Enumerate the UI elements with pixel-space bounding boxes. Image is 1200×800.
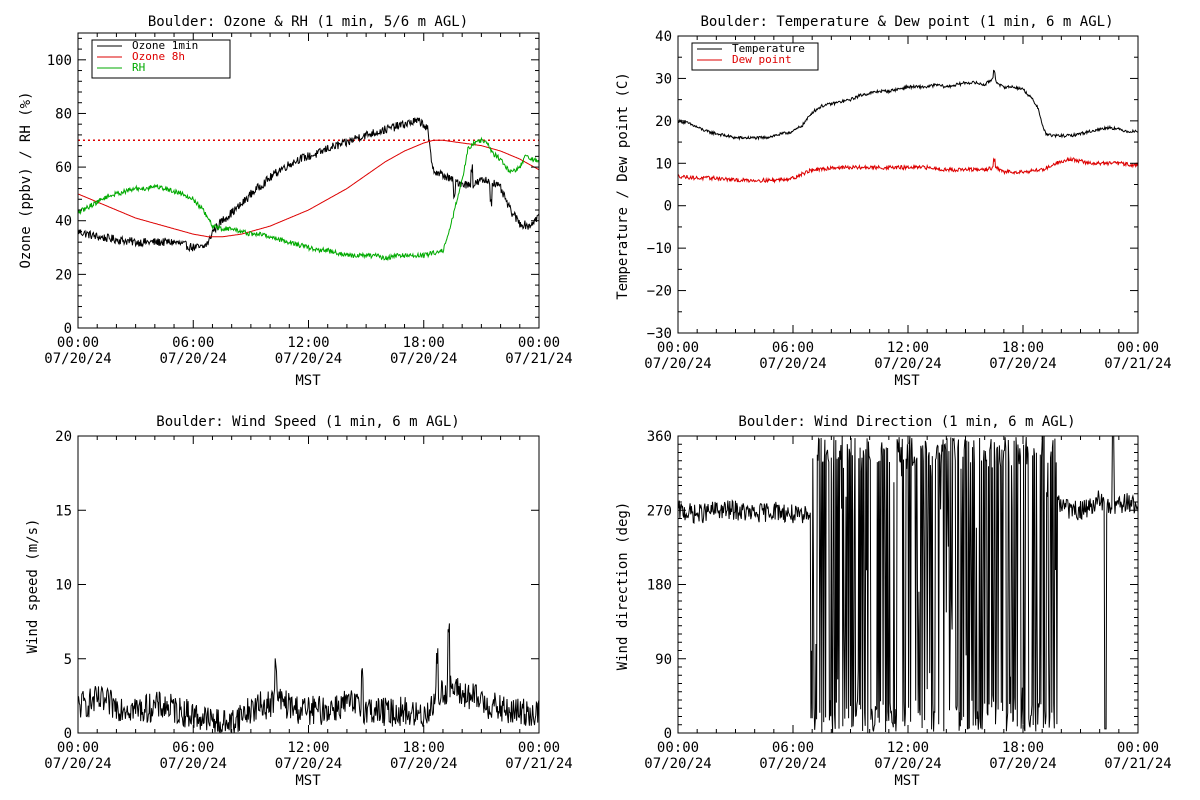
panel-wind-speed-ytick-label: 0 xyxy=(64,726,72,742)
panel-ozone-rh-series-line xyxy=(78,117,539,253)
panel-ozone-rh-ytick-label: 20 xyxy=(55,267,72,283)
panel-ozone-rh-ytick-label: 80 xyxy=(55,106,72,122)
panel-ozone-rh-xtick-label-time: 00:00 xyxy=(518,335,560,351)
panel-temperature-dewpoint-xtick-label-date: 07/20/24 xyxy=(989,356,1056,372)
panel-wind-speed: Boulder: Wind Speed (1 min, 6 m AGL) Win… xyxy=(25,414,573,789)
panel-temperature-dewpoint-ytick-label: 30 xyxy=(655,71,672,87)
panel-wind-speed-xtick-label-date: 07/20/24 xyxy=(390,756,457,772)
panel-ozone-rh-xtick-label-time: 00:00 xyxy=(57,335,99,351)
panel-ozone-rh-xtick-label-date: 07/20/24 xyxy=(160,351,227,367)
panel-wind-direction-xtick-label-date: 07/20/24 xyxy=(644,756,711,772)
panel-wind-direction-xtick-label-time: 06:00 xyxy=(772,740,814,756)
panel-ozone-rh-xtick-label-time: 18:00 xyxy=(403,335,445,351)
panel-wind-direction-ylabel: Wind direction (deg) xyxy=(615,502,631,671)
panel-ozone-rh-ytick-label: 100 xyxy=(47,53,72,69)
panel-wind-direction-xlabel: MST xyxy=(894,773,920,789)
panel-ozone-rh-xtick-label-date: 07/20/24 xyxy=(275,351,342,367)
panel-wind-direction-xtick-label-date: 07/20/24 xyxy=(989,756,1056,772)
panel-wind-speed-xtick-label-time: 06:00 xyxy=(172,740,214,756)
panel-temperature-dewpoint-legend-label: Temperature xyxy=(732,42,805,55)
panel-temperature-dewpoint-ytick-label: −10 xyxy=(647,241,672,257)
panel-ozone-rh-series-line xyxy=(78,136,539,262)
panel-ozone-rh-xtick-label-date: 07/20/24 xyxy=(44,351,111,367)
panel-temperature-dewpoint-xtick-label-date: 07/20/24 xyxy=(644,356,711,372)
panel-wind-speed-xtick-label-time: 12:00 xyxy=(287,740,329,756)
panel-wind-direction-xtick-label-date: 07/21/24 xyxy=(1104,756,1171,772)
panel-wind-direction-xtick-label-time: 00:00 xyxy=(657,740,699,756)
panel-wind-speed-ytick-label: 5 xyxy=(64,652,72,668)
panel-ozone-rh-legend-label: Ozone 1min xyxy=(132,39,198,52)
panel-wind-direction-xtick-label-time: 00:00 xyxy=(1117,740,1159,756)
panel-wind-speed-series-line xyxy=(78,623,539,733)
panel-temperature-dewpoint-xtick-label-time: 00:00 xyxy=(657,340,699,356)
panel-wind-speed-xtick-label-date: 07/20/24 xyxy=(275,756,342,772)
panel-wind-direction-series-line xyxy=(678,436,1138,733)
panel-wind-speed-ytick-label: 20 xyxy=(55,429,72,445)
panel-wind-direction: Boulder: Wind Direction (1 min, 6 m AGL)… xyxy=(615,414,1172,789)
panel-temperature-dewpoint-xtick-label-time: 18:00 xyxy=(1002,340,1044,356)
panel-wind-direction-title: Boulder: Wind Direction (1 min, 6 m AGL) xyxy=(738,414,1075,430)
panel-temperature-dewpoint-ytick-label: −30 xyxy=(647,326,672,342)
panel-temperature-dewpoint-xtick-label-time: 12:00 xyxy=(887,340,929,356)
panel-temperature-dewpoint: Boulder: Temperature & Dew point (1 min,… xyxy=(615,14,1172,389)
panel-wind-speed-title: Boulder: Wind Speed (1 min, 6 m AGL) xyxy=(156,414,459,430)
panel-wind-direction-ytick-label: 270 xyxy=(647,503,672,519)
panel-temperature-dewpoint-xtick-label-date: 07/21/24 xyxy=(1104,356,1171,372)
panel-wind-direction-xtick-label-time: 18:00 xyxy=(1002,740,1044,756)
panel-wind-speed-ytick-label: 15 xyxy=(55,503,72,519)
panel-temperature-dewpoint-title: Boulder: Temperature & Dew point (1 min,… xyxy=(700,14,1113,30)
panel-wind-direction-ytick-label: 90 xyxy=(655,652,672,668)
panel-wind-direction-xtick-label-date: 07/20/24 xyxy=(759,756,826,772)
panel-ozone-rh-ylabel: Ozone (ppbv) / RH (%) xyxy=(18,91,34,268)
panel-temperature-dewpoint-series-line xyxy=(678,69,1138,141)
panel-wind-speed-xtick-label-date: 07/20/24 xyxy=(160,756,227,772)
panel-temperature-dewpoint-legend-box xyxy=(691,42,819,71)
panel-wind-speed-xtick-label-date: 07/21/24 xyxy=(505,756,572,772)
panel-ozone-rh: Boulder: Ozone & RH (1 min, 5/6 m AGL) O… xyxy=(18,14,573,389)
panel-wind-speed-xtick-label-date: 07/20/24 xyxy=(44,756,111,772)
panel-wind-direction-ytick-label: 0 xyxy=(664,726,672,742)
panel-ozone-rh-title: Boulder: Ozone & RH (1 min, 5/6 m AGL) xyxy=(148,14,468,30)
panel-ozone-rh-xlabel: MST xyxy=(295,373,321,389)
panel-temperature-dewpoint-xtick-label-time: 00:00 xyxy=(1117,340,1159,356)
panel-ozone-rh-legend-label: RH xyxy=(132,61,145,74)
panel-temperature-dewpoint-ytick-label: 10 xyxy=(655,156,672,172)
panel-ozone-rh-legend-label: Ozone 8h xyxy=(132,50,185,63)
panel-temperature-dewpoint-xtick-label-time: 06:00 xyxy=(772,340,814,356)
panel-ozone-rh-xtick-label-date: 07/20/24 xyxy=(390,351,457,367)
panel-temperature-dewpoint-ytick-label: 40 xyxy=(655,29,672,45)
panel-wind-direction-xtick-label-time: 12:00 xyxy=(887,740,929,756)
panel-temperature-dewpoint-xlabel: MST xyxy=(894,373,920,389)
panel-ozone-rh-ytick-label: 40 xyxy=(55,214,72,230)
panel-temperature-dewpoint-ylabel: Temperature / Dew point (C) xyxy=(615,72,631,300)
panel-wind-direction-xtick-label-date: 07/20/24 xyxy=(874,756,941,772)
panel-temperature-dewpoint-xtick-label-date: 07/20/24 xyxy=(874,356,941,372)
panel-ozone-rh-xtick-label-time: 12:00 xyxy=(287,335,329,351)
panel-temperature-dewpoint-series-line xyxy=(678,156,1138,184)
panel-temperature-dewpoint-xtick-label-date: 07/20/24 xyxy=(759,356,826,372)
panel-wind-speed-xlabel: MST xyxy=(295,773,321,789)
panel-wind-speed-ytick-label: 10 xyxy=(55,578,72,594)
panel-temperature-dewpoint-plot-frame xyxy=(677,35,1139,334)
panel-wind-speed-plot-frame xyxy=(77,435,540,734)
panel-temperature-dewpoint-ytick-label: 20 xyxy=(655,114,672,130)
panel-ozone-rh-xtick-label-time: 06:00 xyxy=(172,335,214,351)
panel-ozone-rh-xtick-label-date: 07/21/24 xyxy=(505,351,572,367)
panel-temperature-dewpoint-ytick-label: −20 xyxy=(647,284,672,300)
panel-ozone-rh-ytick-label: 60 xyxy=(55,160,72,176)
panel-wind-speed-xtick-label-time: 00:00 xyxy=(518,740,560,756)
panel-wind-speed-xtick-label-time: 18:00 xyxy=(403,740,445,756)
panel-ozone-rh-ytick-label: 0 xyxy=(64,321,72,337)
panel-wind-direction-ytick-label: 360 xyxy=(647,429,672,445)
panel-temperature-dewpoint-legend-label: Dew point xyxy=(732,53,792,66)
panel-wind-direction-ytick-label: 180 xyxy=(647,578,672,594)
panel-wind-speed-xtick-label-time: 00:00 xyxy=(57,740,99,756)
panel-ozone-rh-series-line xyxy=(78,139,539,238)
panel-wind-speed-ylabel: Wind speed (m/s) xyxy=(25,519,41,654)
panel-temperature-dewpoint-ytick-label: 0 xyxy=(664,199,672,215)
